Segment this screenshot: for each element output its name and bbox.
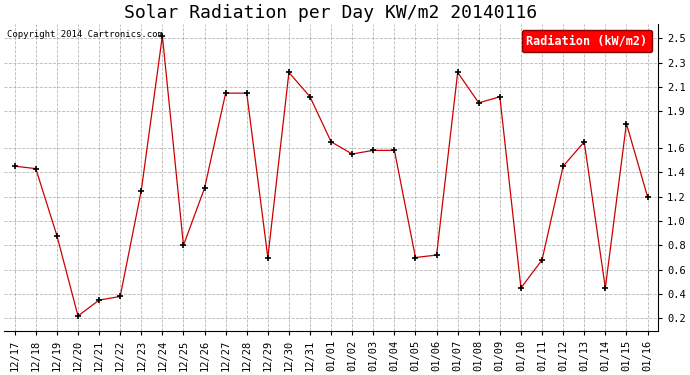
Legend: Radiation (kW/m2): Radiation (kW/m2) xyxy=(522,30,652,52)
Text: Copyright 2014 Cartronics.com: Copyright 2014 Cartronics.com xyxy=(8,30,164,39)
Title: Solar Radiation per Day KW/m2 20140116: Solar Radiation per Day KW/m2 20140116 xyxy=(124,4,538,22)
